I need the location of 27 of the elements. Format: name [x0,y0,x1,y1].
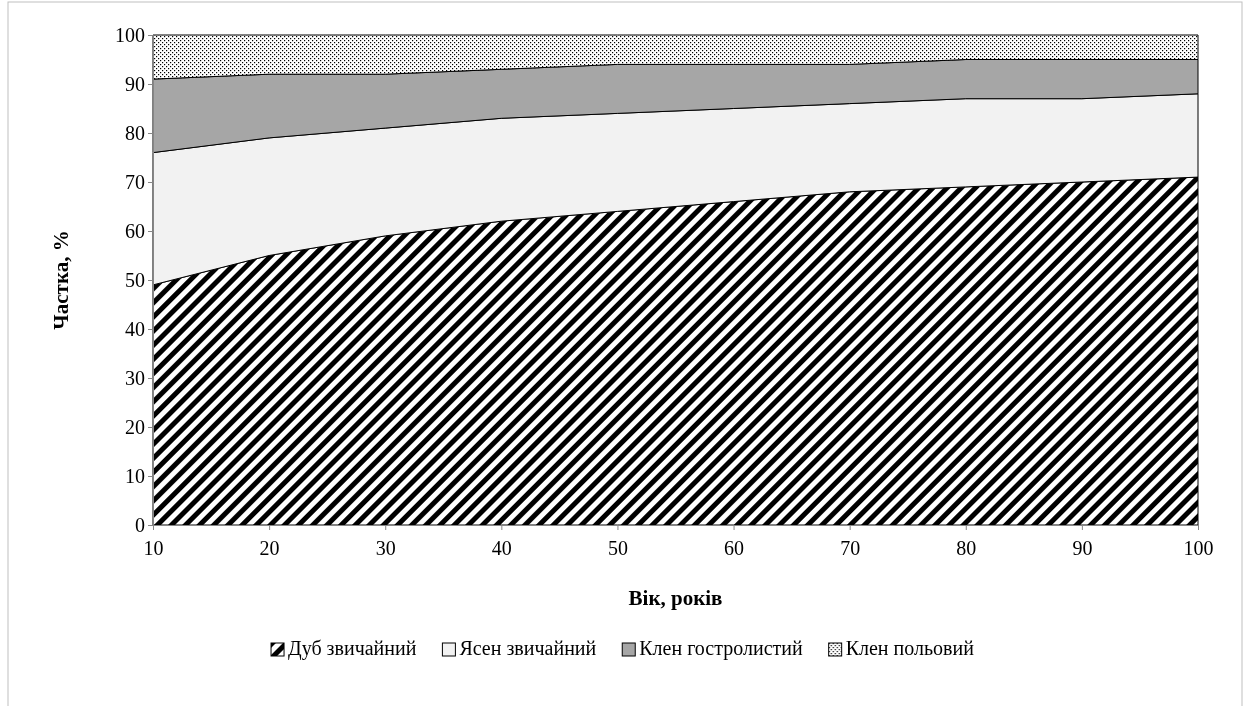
x-tick-label: 50 [607,537,628,559]
x-tick-label: 90 [1072,537,1093,559]
y-tick-label: 60 [125,219,145,242]
y-tick-label: 10 [125,464,145,487]
x-tick-label: 30 [375,537,396,559]
legend-label: Дуб звичайний [288,637,417,660]
y-axis-title: Частка, % [49,230,73,330]
y-tick-label: 80 [125,121,145,144]
x-tick-label: 60 [724,537,745,559]
x-tick-label: 20 [259,537,280,559]
y-tick-label: 90 [125,72,145,95]
y-tick-label: 50 [125,268,145,291]
legend-label: Клен польовий [845,637,975,659]
x-tick-label: 80 [956,537,977,559]
y-tick-label: 40 [125,317,145,340]
x-tick-label: 40 [491,537,512,559]
y-tick-label: 0 [135,513,145,536]
x-tick-label: 70 [840,537,861,559]
legend-label: Клен гостролистий [639,637,803,660]
y-tick-label: 20 [125,415,145,438]
legend-label: Ясен звичайний [459,637,597,659]
x-axis-title: Вік, років [628,586,723,610]
y-tick-label: 30 [125,366,145,389]
y-tick-label: 100 [115,23,145,46]
x-tick-label: 100 [1183,537,1214,559]
y-tick-label: 70 [125,170,145,193]
x-tick-label: 10 [143,537,164,559]
